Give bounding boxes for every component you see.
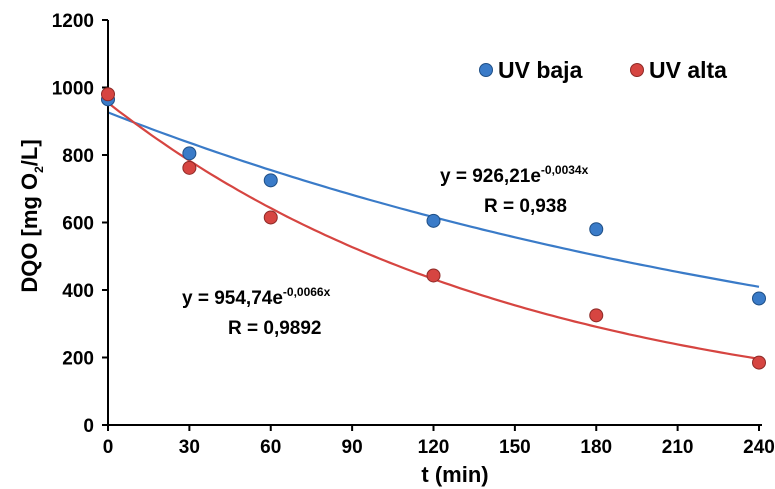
legend: UV baja UV alta <box>479 57 727 83</box>
svg-text:y = 954,74e-0,0066x: y = 954,74e-0,0066x <box>182 285 331 309</box>
y-axis-title-main: DQO [mg O <box>17 173 42 293</box>
y-tick-labels: 0 200 400 600 800 1000 1200 <box>52 11 108 437</box>
y-axis-title-subscript: 2 <box>32 166 46 173</box>
trendline-uv-baja <box>107 111 760 288</box>
equation-uv-alta-exponent: -0,0066x <box>283 285 331 299</box>
data-point-uv-baja <box>263 173 278 188</box>
legend-label-uv-alta: UV alta <box>649 57 727 83</box>
data-point-uv-baja <box>752 291 766 306</box>
y-tick-label: 600 <box>62 214 94 235</box>
x-tick-label: 90 <box>342 437 363 458</box>
x-tick-label: 30 <box>179 437 200 458</box>
equation-uv-alta-base: y = 954,74e <box>182 288 283 309</box>
y-tick-label: 1200 <box>52 11 94 32</box>
y-axis-title-tail: /L] <box>17 139 42 166</box>
trendline-layer <box>107 101 760 360</box>
legend-marker-uv-baja <box>479 63 493 77</box>
svg-text:y = 926,21e-0,0034x: y = 926,21e-0,0034x <box>440 163 589 187</box>
y-tick-label: 200 <box>62 349 94 370</box>
y-tick-label: 800 <box>62 146 94 167</box>
y-tick-label: 1000 <box>52 79 94 100</box>
svg-text:DQO [mg O2/L]: DQO [mg O2/L] <box>17 139 46 292</box>
legend-marker-uv-alta <box>630 63 644 77</box>
legend-label-uv-baja: UV baja <box>498 57 583 83</box>
x-tick-label: 210 <box>662 437 694 458</box>
y-tick-label: 0 <box>83 416 94 437</box>
equation-uv-baja-exponent: -0,0034x <box>541 163 589 177</box>
x-tick-label: 120 <box>418 437 450 458</box>
data-point-uv-baja <box>589 222 604 237</box>
x-tick-label: 180 <box>580 437 612 458</box>
x-tick-label: 60 <box>260 437 281 458</box>
x-axis-title: t (min) <box>421 462 488 487</box>
r-value-uv-baja: R = 0,938 <box>484 196 567 217</box>
data-point-uv-alta <box>101 87 115 102</box>
data-point-uv-alta <box>263 210 278 225</box>
equation-uv-alta: y = 954,74e-0,0066x R = 0,9892 <box>182 285 331 339</box>
y-tick-label: 400 <box>62 281 94 302</box>
x-tick-label: 150 <box>499 437 531 458</box>
data-point-uv-baja <box>426 213 441 228</box>
data-point-uv-alta <box>752 355 766 370</box>
data-point-uv-alta <box>182 160 197 175</box>
data-point-uv-baja <box>182 146 197 161</box>
x-tick-label: 0 <box>103 437 114 458</box>
trendline-uv-alta <box>107 101 760 360</box>
equation-uv-baja: y = 926,21e-0,0034x R = 0,938 <box>440 163 589 217</box>
data-points <box>101 87 766 370</box>
y-axis-title: DQO [mg O2/L] <box>17 139 46 292</box>
x-tick-label: 240 <box>743 437 775 458</box>
data-point-uv-alta <box>589 308 604 323</box>
x-tick-labels: 0 30 60 90 120 150 180 210 240 <box>103 425 775 458</box>
r-value-uv-alta: R = 0,9892 <box>228 318 322 339</box>
data-point-uv-alta <box>426 268 441 283</box>
equation-uv-baja-base: y = 926,21e <box>440 166 541 187</box>
